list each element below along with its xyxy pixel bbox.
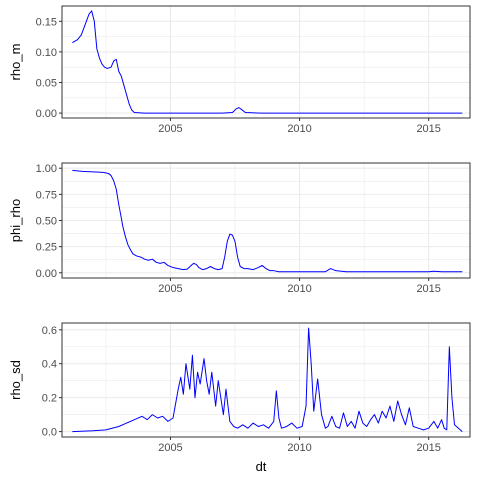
series-line-rho-sd [72, 327, 463, 433]
x-tick-label: 2005 [158, 123, 182, 135]
x-tick-label: 2010 [287, 123, 311, 135]
y-tick-label: 0.05 [36, 78, 57, 90]
y-tick-label: 0.2 [42, 393, 57, 405]
major-grid [62, 323, 470, 437]
y-tick-label: 0.50 [36, 216, 57, 228]
x-tick-label: 2015 [416, 123, 440, 135]
major-grid [62, 6, 470, 118]
y-tick-label: 1.00 [36, 163, 57, 175]
x-tick-label: 2005 [158, 442, 182, 454]
y-tick-label: 0.15 [36, 16, 57, 28]
series-line-phi-rho [72, 169, 463, 273]
minor-grid [62, 6, 470, 118]
x-tick-label: 2015 [416, 283, 440, 295]
x-tick-label: 2015 [416, 442, 440, 454]
y-tick-label: 0.25 [36, 242, 57, 254]
major-grid [62, 163, 470, 278]
y-tick-label: 0.00 [36, 108, 57, 120]
minor-grid [62, 323, 470, 437]
x-tick-label: 2010 [287, 283, 311, 295]
y-axis-title: rho_sd [8, 360, 23, 400]
panel-rho-sd: 2005 2010 2015 0.0 0.2 0.4 0.6 rho_sd [8, 322, 471, 454]
y-tick-label: 0.6 [42, 325, 57, 337]
y-tick-label: 0.4 [42, 359, 57, 371]
x-axis-title: dt [256, 459, 267, 474]
y-tick-label: 0.0 [42, 427, 57, 439]
minor-grid [62, 163, 470, 278]
panel-border [61, 5, 471, 119]
y-axis-title: rho_m [8, 44, 23, 81]
x-tick-label: 2010 [287, 442, 311, 454]
y-tick-label: 0.10 [36, 47, 57, 59]
y-tick-label: 0.00 [36, 268, 57, 280]
y-axis-title: phi_rho [8, 199, 23, 242]
x-tick-label: 2005 [158, 283, 182, 295]
panel-border [61, 322, 471, 438]
y-tick-label: 0.75 [36, 189, 57, 201]
panel-rho-m: 2005 2010 2015 0.00 0.05 0.10 0.15 rho_m [8, 5, 471, 135]
series-line-rho-m [72, 10, 463, 114]
panel-phi-rho: 2005 2010 2015 0.00 0.25 0.50 0.75 1.00 phi_rho [8, 162, 471, 295]
